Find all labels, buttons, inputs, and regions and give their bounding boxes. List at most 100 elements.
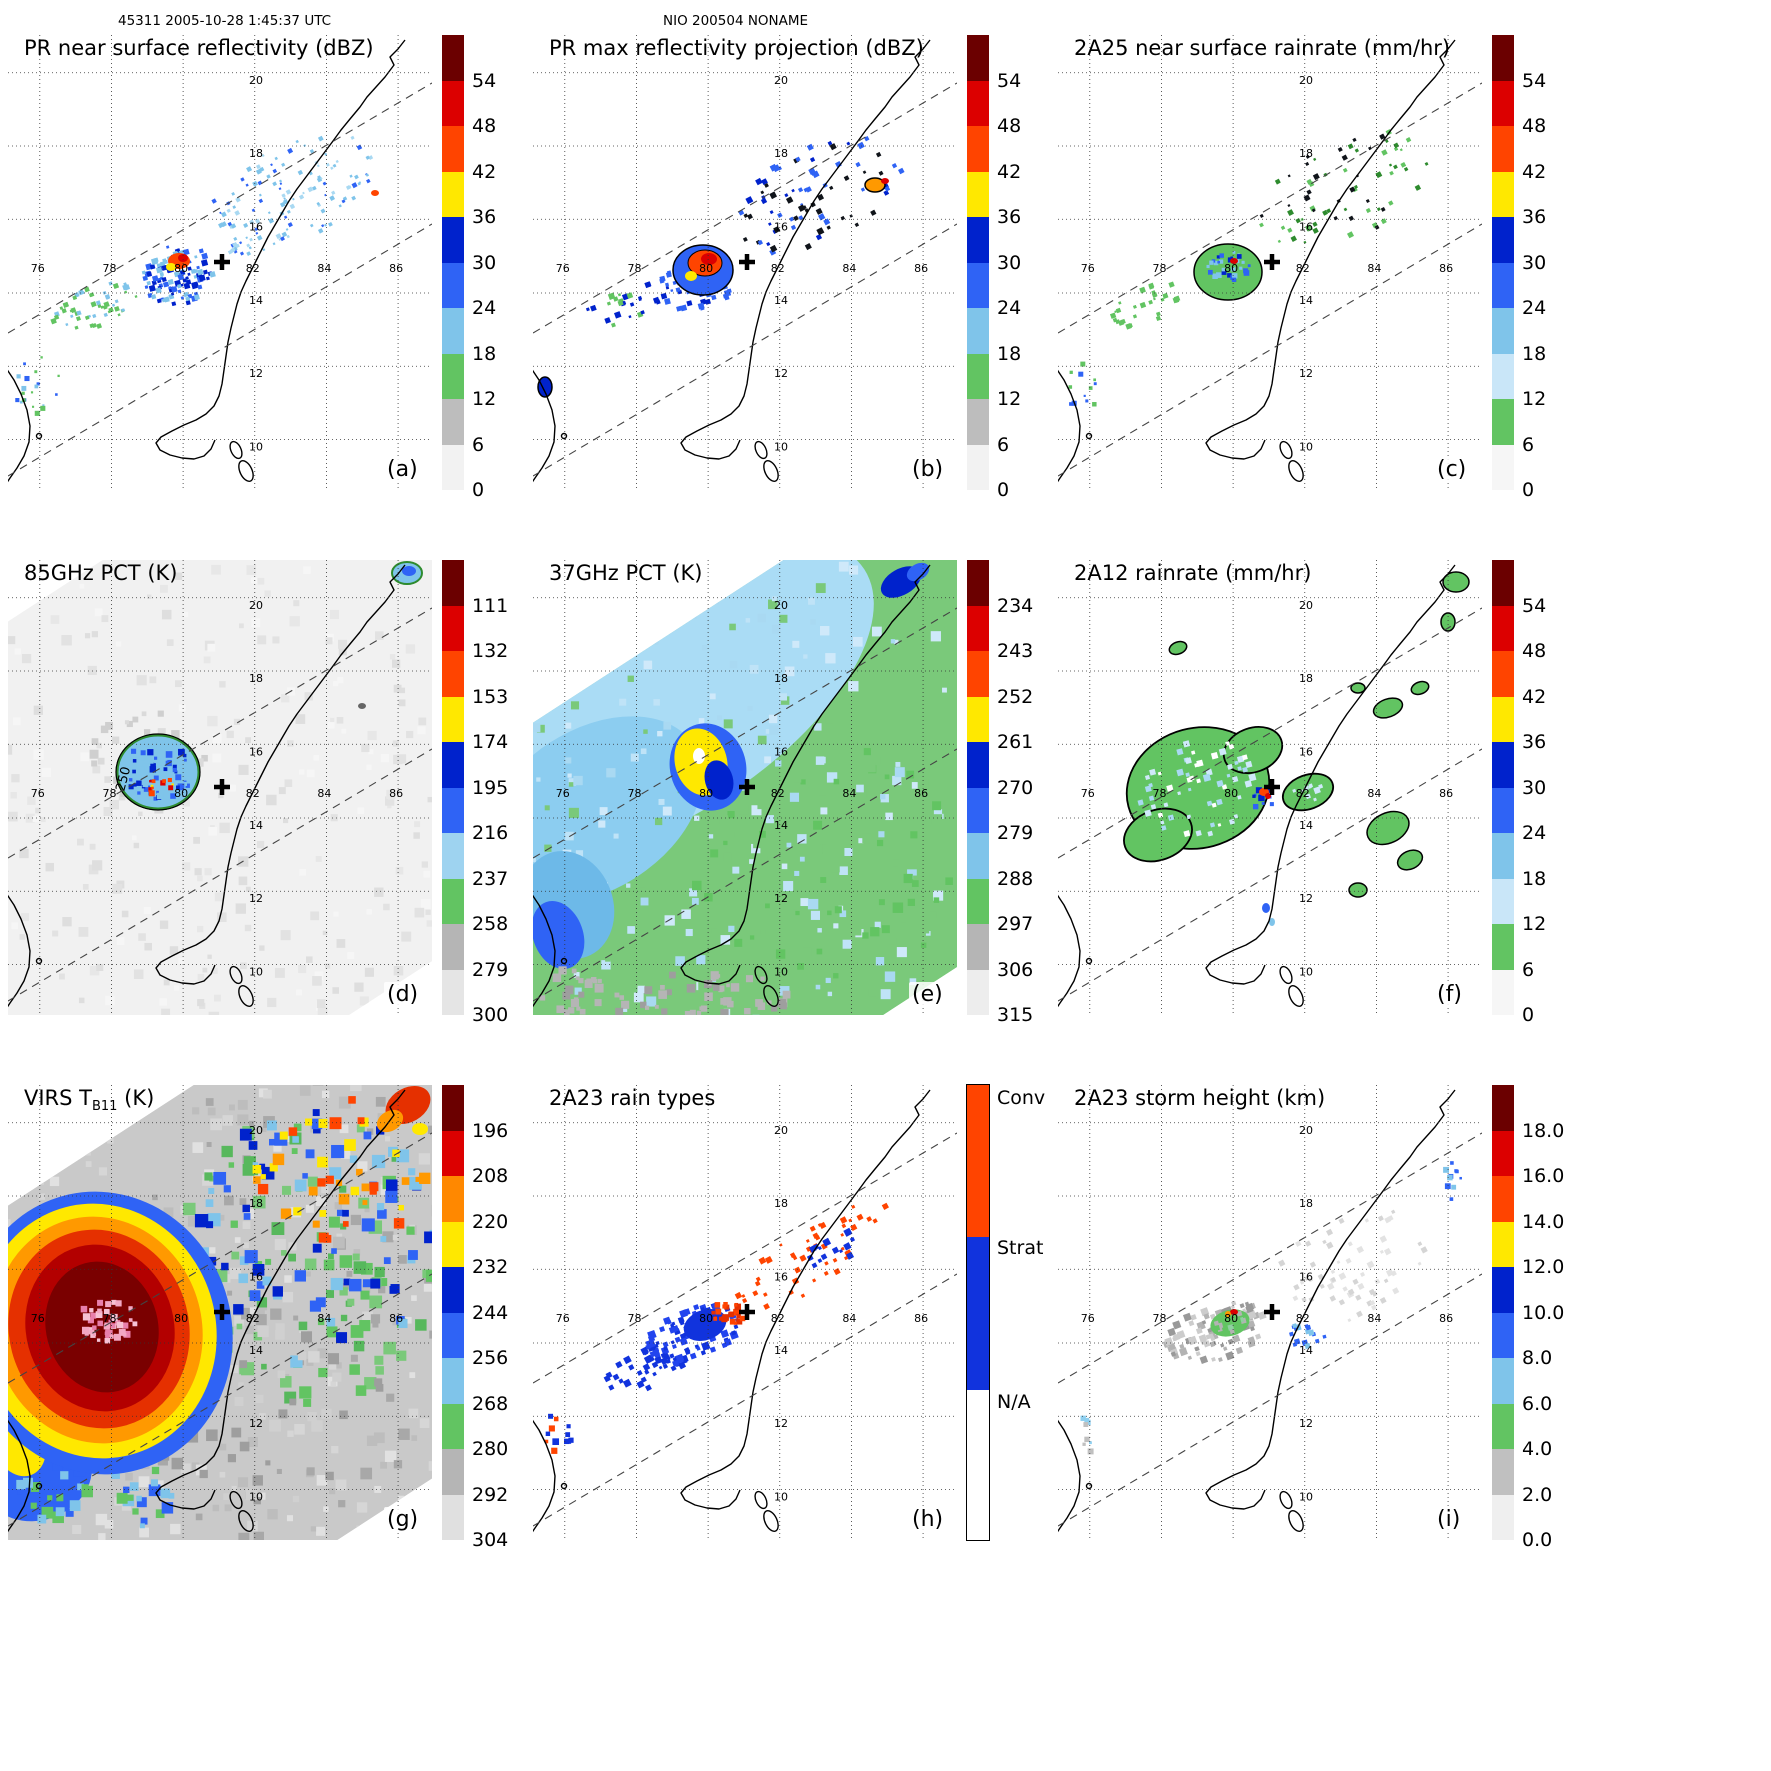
colorbar-segment bbox=[1492, 651, 1514, 697]
colorbar-tick: 0.0 bbox=[1522, 1529, 1553, 1551]
colorbar-segment bbox=[1492, 787, 1514, 833]
colorbar-tick: 208 bbox=[472, 1165, 509, 1187]
colorbar-segment bbox=[442, 560, 464, 606]
colorbar-segment bbox=[1492, 833, 1514, 879]
svg-text:86: 86 bbox=[1439, 262, 1453, 275]
colorbar-segment bbox=[442, 742, 464, 788]
colorbar-tick: 24 bbox=[1522, 822, 1547, 844]
colorbar-tick: 2.0 bbox=[1522, 1483, 1553, 1506]
svg-text:76: 76 bbox=[31, 262, 45, 275]
colorbar-tick: 42 bbox=[472, 160, 497, 183]
colorbar-tick: 256 bbox=[472, 1347, 509, 1369]
colorbar-tick: 0 bbox=[1522, 1004, 1535, 1026]
svg-text:20: 20 bbox=[1299, 599, 1313, 612]
colorbar-segment bbox=[1492, 605, 1514, 651]
swath-edge-lines bbox=[8, 607, 432, 1002]
colorbar-segment bbox=[442, 1221, 464, 1267]
colorbar-segment bbox=[967, 696, 989, 742]
colorbar-segment bbox=[967, 444, 989, 490]
data-field bbox=[544, 1202, 889, 1454]
svg-text:16: 16 bbox=[249, 220, 263, 233]
colorbar-segment bbox=[1492, 262, 1514, 308]
graticule-labels: 76 78 80 82 84 86 20 18 16 14 12 10 bbox=[31, 1124, 403, 1504]
svg-text:20: 20 bbox=[774, 74, 788, 87]
title-pre: VIRS T bbox=[24, 1086, 92, 1110]
swath-edge-lines bbox=[533, 82, 957, 477]
colorbar-tick: 24 bbox=[472, 297, 497, 319]
graticule-labels: 76 78 80 82 84 86 20 18 16 14 12 10 bbox=[556, 1124, 928, 1504]
colorbar-tick: 30 bbox=[1522, 776, 1547, 799]
graticule-labels: 76 78 80 82 84 86 20 18 16 14 12 10 bbox=[556, 74, 928, 454]
panel-d: 250 76 78 80 82 84 86 20 18 16 14 12 10 85GHz PCT (K)… bbox=[8, 560, 533, 1030]
panel-h: 76 78 80 82 84 86 20 18 16 14 12 10 2A23 rain types (… bbox=[533, 1084, 1058, 1555]
colorbar-segment bbox=[442, 171, 464, 217]
graticule bbox=[8, 35, 432, 490]
colorbar-segment bbox=[967, 1237, 989, 1390]
svg-text:80: 80 bbox=[174, 1312, 188, 1325]
colorbar-tick: 42 bbox=[997, 160, 1022, 183]
colorbar-tick: 14.0 bbox=[1522, 1210, 1565, 1233]
colorbar-segment bbox=[1492, 1403, 1514, 1449]
colorbar-e bbox=[967, 560, 989, 1015]
svg-text:82: 82 bbox=[246, 787, 260, 800]
colorbar-segment bbox=[1492, 696, 1514, 742]
colorbar-g bbox=[442, 1085, 464, 1540]
svg-text:80: 80 bbox=[1224, 262, 1238, 275]
colorbar-tick: 30 bbox=[997, 251, 1022, 274]
svg-text:12: 12 bbox=[774, 892, 788, 905]
colorbar-i bbox=[1492, 1085, 1514, 1540]
svg-text:78: 78 bbox=[627, 262, 641, 275]
svg-text:86: 86 bbox=[914, 1312, 928, 1325]
colorbar-segment bbox=[1492, 1221, 1514, 1267]
swath-band bbox=[533, 560, 957, 1015]
colorbar-tick: 30 bbox=[1522, 251, 1547, 274]
svg-text:20: 20 bbox=[1299, 1124, 1313, 1137]
colorbar-d bbox=[442, 560, 464, 1015]
panel-e: 76 78 80 82 84 86 20 18 16 14 12 10 37GHz PCT (K) (e)… bbox=[533, 560, 1058, 1030]
colorbar-segment bbox=[442, 833, 464, 879]
graticule bbox=[1058, 560, 1482, 1015]
colorbar-segment bbox=[442, 1358, 464, 1404]
colorbar-segment bbox=[1492, 924, 1514, 970]
svg-text:14: 14 bbox=[249, 1344, 263, 1357]
data-field bbox=[1123, 571, 1470, 926]
data-field bbox=[1080, 1161, 1462, 1455]
colorbar-segment bbox=[967, 878, 989, 924]
svg-text:20: 20 bbox=[249, 74, 263, 87]
title-post: (K) bbox=[117, 1086, 155, 1110]
svg-text:10: 10 bbox=[1299, 440, 1313, 453]
svg-text:18: 18 bbox=[774, 1197, 788, 1210]
colorbar-segment bbox=[442, 399, 464, 445]
colorbar-tick: 195 bbox=[472, 776, 509, 799]
colorbar-tick: 297 bbox=[997, 913, 1034, 935]
colorbar-tick: 0 bbox=[997, 479, 1010, 501]
cross-marker-icon bbox=[739, 1304, 755, 1320]
panel-title-d: 85GHz PCT (K) bbox=[24, 561, 178, 585]
svg-text:14: 14 bbox=[249, 819, 263, 832]
svg-text:82: 82 bbox=[1296, 1312, 1310, 1325]
svg-text:18: 18 bbox=[249, 1197, 263, 1210]
colorbar-segment bbox=[442, 126, 464, 172]
colorbar-tick: 270 bbox=[997, 776, 1034, 799]
panel-title-e: 37GHz PCT (K) bbox=[549, 561, 703, 585]
swath-edge-lines bbox=[1058, 1132, 1482, 1527]
svg-text:20: 20 bbox=[249, 599, 263, 612]
map-canvas-a: 76 78 80 82 84 86 20 18 16 14 12 10 bbox=[8, 35, 432, 490]
svg-text:84: 84 bbox=[1367, 262, 1381, 275]
colorbar-h bbox=[966, 1084, 990, 1541]
graticule-labels: 76 78 80 82 84 86 20 18 16 14 12 10 bbox=[31, 74, 403, 454]
panel-title-g: VIRS TB11 (K) bbox=[24, 1086, 154, 1114]
colorbar-tick: 6 bbox=[1522, 958, 1535, 981]
svg-text:82: 82 bbox=[771, 262, 785, 275]
colorbar-tick: 54 bbox=[1522, 594, 1547, 617]
colorbar-segment bbox=[1492, 217, 1514, 263]
data-field bbox=[1068, 129, 1429, 407]
panel-title-f: 2A12 rainrate (mm/hr) bbox=[1074, 561, 1312, 585]
svg-text:18: 18 bbox=[249, 672, 263, 685]
colorbar-tick: 220 bbox=[472, 1210, 509, 1233]
colorbar-segment bbox=[1492, 742, 1514, 788]
svg-text:84: 84 bbox=[317, 787, 331, 800]
svg-text:14: 14 bbox=[774, 294, 788, 307]
svg-text:76: 76 bbox=[1081, 1312, 1095, 1325]
svg-text:76: 76 bbox=[1081, 787, 1095, 800]
